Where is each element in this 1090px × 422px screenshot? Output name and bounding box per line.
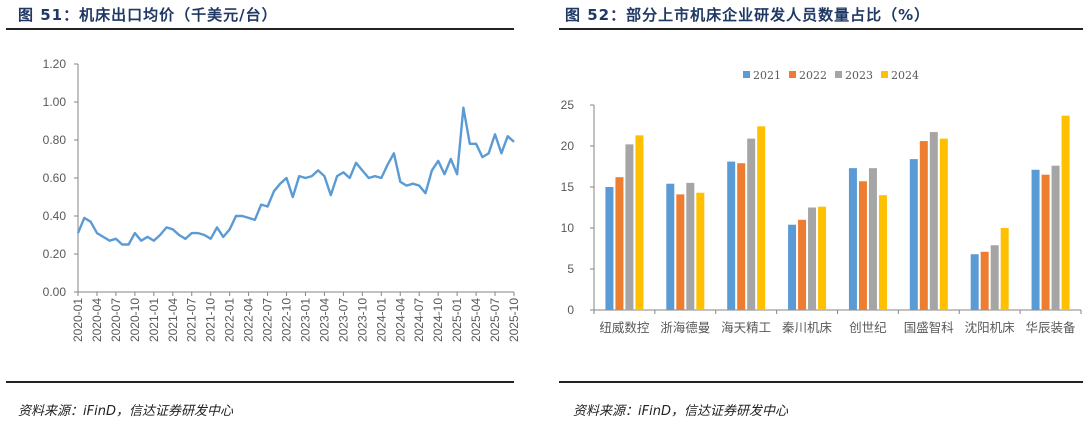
bar-2023: [929, 132, 938, 310]
category-label: 国盛智科: [904, 320, 955, 335]
bar-2021: [1031, 169, 1040, 310]
category-label: 海天精工: [721, 320, 771, 335]
legend-swatch-2024: [881, 71, 888, 78]
bar-2021: [788, 224, 797, 310]
legend-label-2022: 2022: [799, 69, 827, 82]
legend-swatch-2023: [835, 71, 842, 78]
x-tick-label: 2022-10: [280, 298, 294, 342]
bar-2024: [696, 192, 705, 310]
category-label: 秦川机床: [782, 320, 833, 335]
category-label: 浙海德曼: [660, 320, 710, 335]
right-figure-panel: 图 52：部分上市机床企业研发人员数量占比（%） 2021 2022 2023 202…: [545, 0, 1090, 422]
y-tick-label: 0.00: [43, 285, 67, 299]
x-tick-label: 2021-10: [204, 298, 218, 342]
right-bottom-divider: [559, 381, 1083, 383]
x-tick-label: 2020-01: [71, 298, 85, 342]
left-figure-title: 图 51：机床出口均价（千美元/台）: [18, 6, 278, 24]
bar-2024: [878, 195, 887, 310]
y-tick-label: 20: [561, 139, 575, 153]
bar-2024: [757, 126, 766, 310]
bar-2024: [635, 135, 644, 310]
bar-2023: [808, 207, 817, 310]
bar-2023: [686, 182, 695, 310]
category-label: 沈阳机床: [965, 320, 1016, 335]
left-bottom-divider: [6, 381, 514, 383]
x-tick-label: 2020-04: [90, 298, 104, 342]
x-tick-label: 2020-10: [128, 298, 142, 342]
bar-2021: [909, 159, 918, 310]
x-tick-label: 2024-10: [431, 298, 445, 342]
bar-2023: [625, 144, 634, 310]
left-figure-panel: 图 51：机床出口均价（千美元/台） 0.00 0.20 0.40 0.60 0.80 1…: [6, 6, 521, 419]
x-tick-label: 2022-04: [242, 298, 256, 342]
legend-label-2023: 2023: [845, 69, 873, 82]
bar-2023: [747, 138, 756, 310]
x-tick-label: 2024-01: [374, 298, 388, 342]
x-tick-label: 2021-04: [166, 298, 180, 342]
right-source-note: 资料来源：iFinD，信达证券研发中心: [573, 404, 788, 419]
right-title-divider: [559, 28, 1083, 30]
bar-2024: [1000, 228, 1009, 310]
legend-swatch-2022: [789, 71, 796, 78]
bar-2024: [939, 138, 948, 310]
bar-2022: [615, 177, 624, 310]
x-tick-label: 2023-07: [336, 298, 350, 342]
legend-label-2021: 2021: [753, 69, 781, 82]
x-tick-label: 2022-01: [223, 298, 237, 342]
x-tick-label: 2023-10: [355, 298, 369, 342]
export-price-line-chart: 0.00 0.20 0.40 0.60 0.80 1.00 1.20 2020-01 2020-…: [43, 57, 521, 342]
y-tick-label: 1.20: [43, 57, 67, 71]
x-tick-label: 2024-07: [412, 298, 426, 342]
y-tick-label: 10: [561, 221, 575, 235]
left-source-note: 资料来源：iFinD，信达证券研发中心: [18, 404, 233, 419]
x-tick-label: 2022-07: [261, 298, 275, 342]
y-tick-label: 0: [567, 303, 574, 317]
bar-2021: [605, 187, 614, 310]
y-tick-label: 0.40: [43, 209, 67, 223]
legend-swatch-2021: [743, 71, 750, 78]
category-label: 华辰装备: [1026, 320, 1077, 335]
bar-2021: [666, 183, 675, 310]
bar-2022: [798, 219, 807, 310]
x-tick-label: 2025-01: [450, 298, 464, 342]
x-tick-label: 2025-04: [469, 298, 483, 342]
x-tick-label: 2023-01: [298, 298, 312, 342]
x-tick-label: 2025-10: [507, 298, 521, 342]
y-tick-label: 0.60: [43, 171, 67, 185]
bar-2022: [858, 181, 867, 310]
bar-2023: [990, 245, 999, 310]
legend-label-2024: 2024: [891, 69, 919, 82]
bar-2022: [1041, 174, 1050, 310]
bar-2022: [980, 251, 989, 310]
y-tick-label: 15: [561, 180, 575, 194]
x-tick-label: 2023-04: [317, 298, 331, 342]
y-tick-label: 5: [567, 262, 574, 276]
left-title-divider: [6, 28, 514, 30]
bar-2024: [818, 206, 827, 310]
right-figure-title: 图 52：部分上市机床企业研发人员数量占比（%）: [565, 6, 931, 24]
y-tick-label: 25: [561, 98, 575, 112]
y-tick-label: 1.00: [43, 95, 67, 109]
bar-2021: [727, 161, 736, 310]
bar-2022: [676, 194, 685, 310]
category-label: 创世纪: [849, 320, 887, 335]
bar-2023: [868, 168, 877, 310]
bar-2023: [1051, 165, 1060, 310]
rd-staff-ratio-bar-chart: 2021 2022 2023 2024 0 5 10 15 20 25 纽威数控 浙海德曼 海天精工 秦川…: [561, 69, 1082, 335]
category-label: 纽威数控: [599, 320, 650, 335]
bar-2022: [919, 141, 928, 310]
y-tick-label: 0.20: [43, 247, 67, 261]
x-tick-label: 2020-07: [109, 298, 123, 342]
x-tick-label: 2021-01: [147, 298, 161, 342]
x-tick-label: 2021-07: [185, 298, 199, 342]
x-tick-label: 2025-07: [488, 298, 502, 342]
bar-2024: [1061, 115, 1070, 310]
bar-2021: [970, 254, 979, 310]
x-tick-label: 2024-04: [393, 298, 407, 342]
bar-2021: [848, 168, 857, 310]
price-line-series: [76, 106, 515, 246]
bar-2022: [737, 163, 746, 310]
y-tick-label: 0.80: [43, 133, 67, 147]
